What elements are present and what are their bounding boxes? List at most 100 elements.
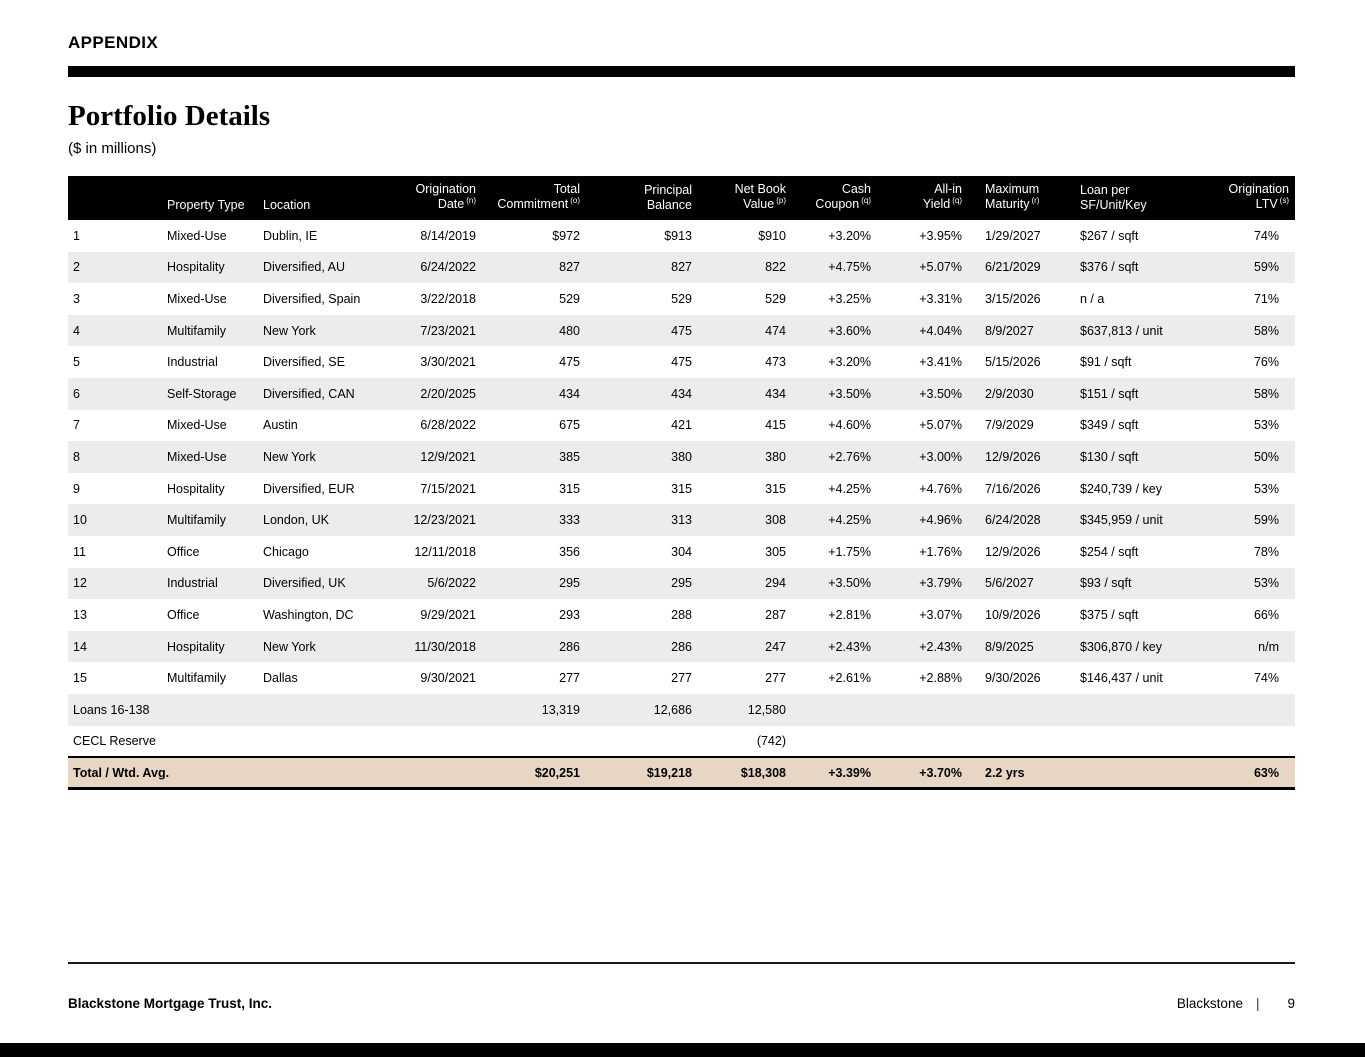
cell-loan-per: n / a <box>1080 291 1105 306</box>
cell-origination-date: 8/14/2019 <box>420 228 476 243</box>
cell-num: 6 <box>68 377 162 410</box>
cell-origination-ltv: 63% <box>1200 756 1295 791</box>
cell-total-commitment: 277 <box>559 671 580 686</box>
cell-property-type: Industrial <box>167 355 218 370</box>
cell-property-type: Industrial <box>162 567 258 600</box>
cell-origination-date: 3/30/2021 <box>420 355 476 370</box>
cell-origination-date: 12/11/2018 <box>414 544 476 559</box>
cell-total-commitment: 356 <box>559 544 580 559</box>
cell-all-in-yield: +4.76% <box>919 481 962 496</box>
cell-property-type: Mixed-Use <box>167 291 227 306</box>
cell-principal-balance: 380 <box>592 441 704 473</box>
table-row-7: 7 Mixed-Use Austin 6/28/2022 675 421 415 +4.60%… <box>68 410 1295 442</box>
cell-principal-balance: $19,218 <box>592 756 704 791</box>
footer: Blackstone Mortgage Trust, Inc. Blacksto… <box>68 962 1295 1011</box>
cell-all-in-yield: +3.95% <box>919 228 962 243</box>
footer-separator: | <box>1255 996 1260 1011</box>
footer-divider <box>68 962 1295 964</box>
cell-principal-balance: 277 <box>671 671 692 686</box>
cell-property-type: Hospitality <box>167 481 225 496</box>
table-row-1: 1 Mixed-Use Dublin, IE 8/14/2019 $972 $913 $91… <box>68 220 1295 252</box>
cell-maximum-maturity: 7/16/2026 <box>985 481 1041 496</box>
cell-loan-per: $349 / sqft <box>1080 418 1139 433</box>
footnote-marker: (r) <box>1031 196 1040 205</box>
cell-num: Total / Wtd. Avg. <box>68 756 169 791</box>
table-row-cecl-reserve: CECL Reserve (742) <box>68 726 1295 758</box>
cell-num: 13 <box>73 607 87 622</box>
cell-cash-coupon: +2.76% <box>798 441 884 473</box>
cell-origination-date <box>388 756 488 791</box>
slide: APPENDIX Portfolio Details ($ in million… <box>0 33 1365 791</box>
column-header-net-book-value: Net Book Value (p) <box>704 176 798 220</box>
cell-loan-per: $151 / sqft <box>1070 377 1200 410</box>
cell-location: Austin <box>263 418 298 433</box>
cell-location: Diversified, Spain <box>263 291 361 306</box>
cell-location: London, UK <box>258 504 388 536</box>
cell-cash-coupon: +3.20% <box>828 355 871 370</box>
cell-all-in-yield: +3.79% <box>884 567 974 600</box>
cell-all-in-yield: +3.07% <box>919 607 962 622</box>
cell-maximum-maturity: 6/24/2028 <box>974 504 1070 536</box>
cell-cash-coupon <box>798 726 884 758</box>
cell-principal-balance: 421 <box>671 418 692 433</box>
cell-num: Loans 16-138 <box>68 693 162 726</box>
cell-property-type: Mixed-Use <box>162 441 258 473</box>
cell-property-type: Office <box>167 544 200 559</box>
cell-origination-date: 6/28/2022 <box>420 418 476 433</box>
cell-property-type: Multifamily <box>167 671 227 686</box>
cell-origination-ltv <box>1200 726 1295 758</box>
column-header-origination-ltv: Origination LTV (s) <box>1200 176 1295 220</box>
cell-origination-ltv: 66% <box>1253 607 1279 622</box>
cell-origination-ltv: 53% <box>1253 481 1279 496</box>
cell-total-commitment: 529 <box>559 291 580 306</box>
column-header-principal-balance: Principal Balance <box>592 176 704 220</box>
bottom-bar <box>0 1043 1365 1057</box>
cell-principal-balance: 529 <box>671 291 692 306</box>
cell-loan-per: $254 / sqft <box>1080 544 1139 559</box>
cell-origination-ltv: 53% <box>1200 567 1295 600</box>
cell-loan-per: $637,813 / unit <box>1070 314 1200 347</box>
cell-principal-balance: 827 <box>592 251 704 284</box>
cell-origination-ltv: 76% <box>1253 355 1279 370</box>
cell-origination-date: 9/30/2021 <box>420 671 476 686</box>
cell-total-commitment: 475 <box>559 355 580 370</box>
table-row-11: 11 Office Chicago 12/11/2018 356 304 305 +1.75%… <box>68 536 1295 568</box>
cell-loan-per <box>1070 693 1200 726</box>
cell-maximum-maturity: 5/6/2027 <box>974 567 1070 600</box>
cell-net-book-value: 287 <box>765 607 786 622</box>
cell-maximum-maturity: 10/9/2026 <box>985 607 1041 622</box>
cell-net-book-value: $18,308 <box>704 756 798 791</box>
cell-num: 9 <box>73 481 80 496</box>
cell-origination-date: 2/20/2025 <box>388 377 488 410</box>
cell-all-in-yield: +5.07% <box>919 418 962 433</box>
cell-loan-per: $91 / sqft <box>1080 355 1132 370</box>
cell-num: 11 <box>73 544 86 559</box>
cell-total-commitment: 13,319 <box>488 693 592 726</box>
cell-total-commitment: 385 <box>488 441 592 473</box>
cell-cash-coupon: +3.60% <box>798 314 884 347</box>
cell-maximum-maturity: 2/9/2030 <box>974 377 1070 410</box>
cell-num: 10 <box>68 504 162 536</box>
cell-location <box>258 756 388 791</box>
cell-origination-date: 11/30/2018 <box>388 630 488 663</box>
column-header-location: Location <box>258 176 388 220</box>
cell-location: Chicago <box>263 544 309 559</box>
cell-principal-balance: 304 <box>671 544 692 559</box>
cell-net-book-value: 473 <box>765 355 786 370</box>
cell-principal-balance: 434 <box>592 377 704 410</box>
cell-loan-per <box>1070 726 1200 758</box>
cell-net-book-value: 12,580 <box>704 693 798 726</box>
cell-location: Diversified, CAN <box>258 377 388 410</box>
cell-origination-date <box>388 693 488 726</box>
portfolio-table: Property Type Location Origination Date (n) T… <box>68 176 1295 791</box>
cell-origination-ltv: 59% <box>1200 504 1295 536</box>
cell-net-book-value: 474 <box>704 314 798 347</box>
cell-location: New York <box>258 314 388 347</box>
cell-loan-per: $345,959 / unit <box>1070 504 1200 536</box>
cell-net-book-value: 415 <box>765 418 786 433</box>
cell-total-commitment: 434 <box>488 377 592 410</box>
cell-total-commitment: 293 <box>559 607 580 622</box>
table-row-2: 2 Hospitality Diversified, AU 6/24/2022 827 8… <box>68 251 1295 284</box>
cell-location: Dublin, IE <box>263 228 318 243</box>
cell-all-in-yield: +3.41% <box>919 355 962 370</box>
